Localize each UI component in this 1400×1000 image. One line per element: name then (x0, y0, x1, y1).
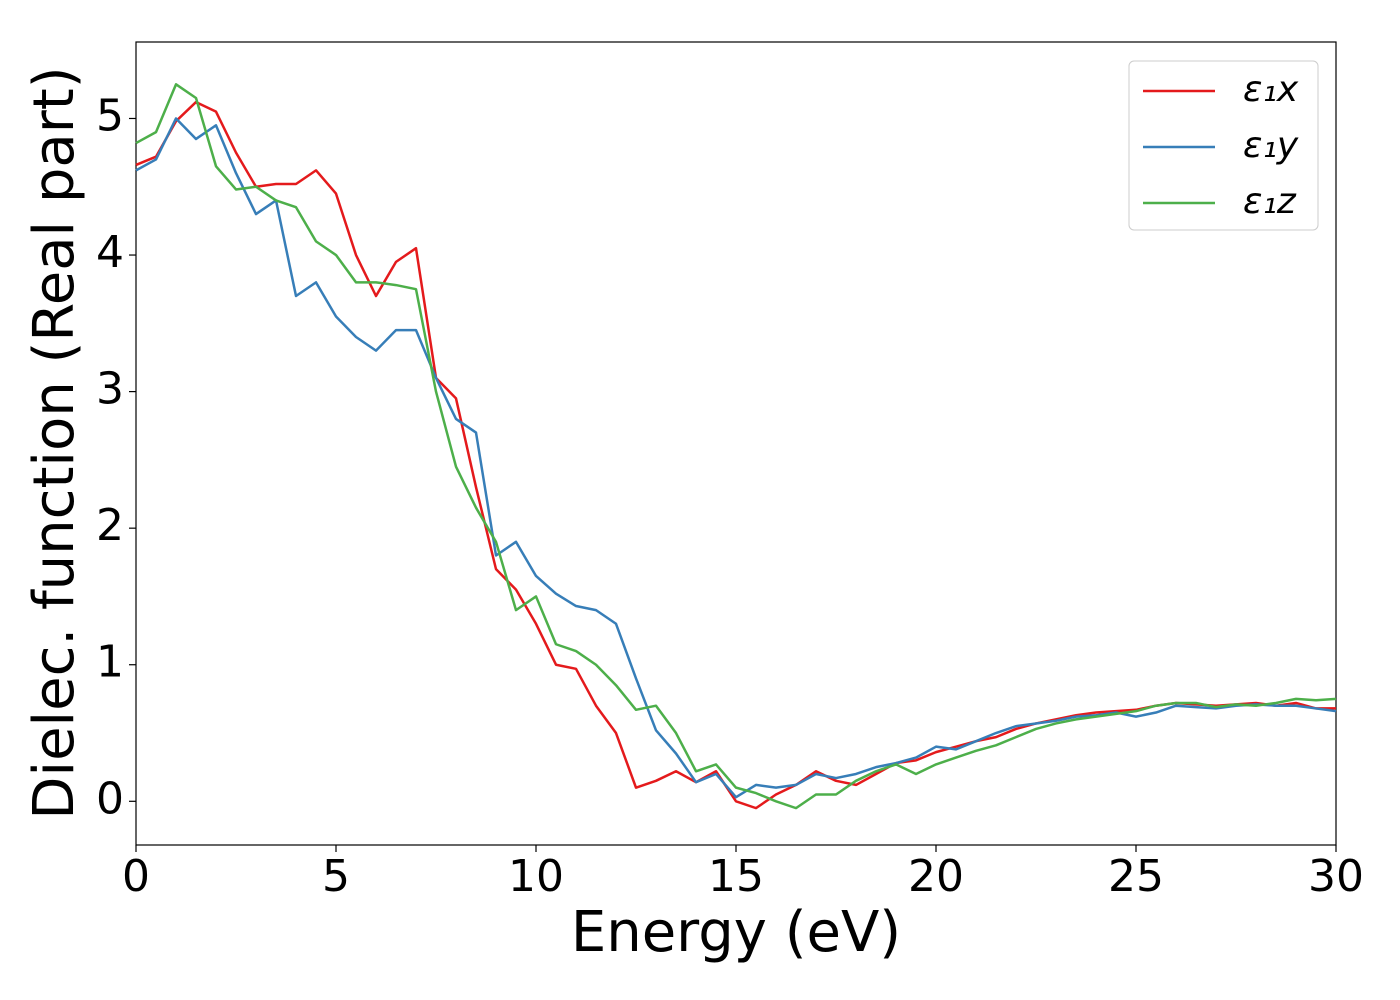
y-tick-label: 5 (96, 90, 124, 141)
legend-label: ε₁y (1243, 125, 1299, 166)
legend-label: ε₁x (1243, 69, 1299, 110)
y-tick-label: 3 (96, 364, 124, 415)
x-tick-label: 15 (708, 851, 764, 902)
data-line (135, 83, 1337, 810)
y-tick-label: 2 (96, 500, 124, 551)
y-tick-label: 4 (96, 227, 124, 278)
y-axis-title: Dielec. function (Real part) (22, 66, 87, 819)
x-tick-label: 5 (322, 851, 350, 902)
x-tick-label: 25 (1108, 851, 1164, 902)
y-tick-label: 1 (96, 637, 124, 688)
x-axis-title: Energy (eV) (571, 900, 901, 965)
legend-box (1128, 60, 1319, 231)
x-tick-label: 30 (1308, 851, 1364, 902)
y-tick-label: 0 (96, 773, 124, 824)
data-line (135, 100, 1336, 810)
x-tick-label: 10 (508, 851, 564, 902)
x-tick-label: 20 (908, 851, 964, 902)
legend-label: ε₁z (1243, 181, 1297, 222)
data-line (135, 117, 1337, 799)
x-tick-label: 0 (122, 851, 150, 902)
